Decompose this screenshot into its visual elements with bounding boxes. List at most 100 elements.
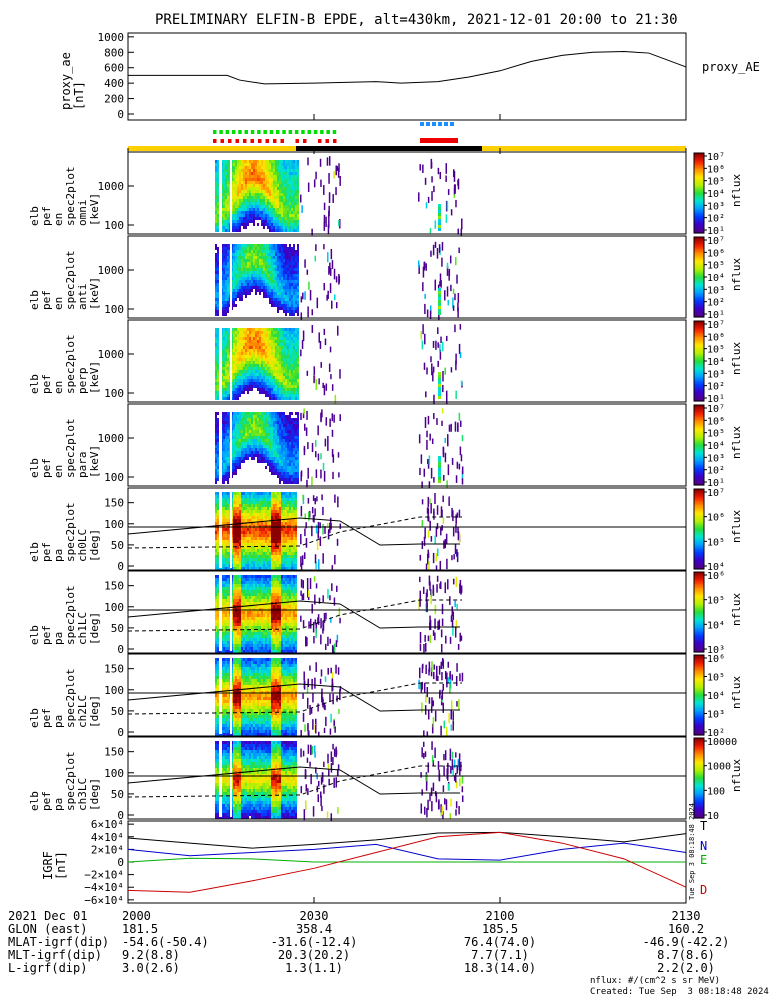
spectrogram-cell — [259, 370, 261, 373]
sparse-cell — [332, 471, 334, 480]
spectrogram-cell — [243, 448, 245, 451]
spectrogram-cell — [257, 274, 259, 277]
spectrogram-cell — [239, 564, 241, 567]
spectrogram-cell — [263, 421, 265, 424]
spectrogram-cell — [275, 277, 277, 280]
spectrogram-cell — [281, 283, 283, 286]
spectrogram-cell — [275, 160, 277, 163]
sparse-cell — [445, 390, 448, 396]
spectrogram-cell — [233, 382, 235, 385]
sparse-cell — [329, 418, 331, 427]
colorbar-cell — [694, 323, 704, 326]
spectrogram-cell — [215, 184, 217, 187]
spectrogram-cell — [293, 217, 295, 220]
spectrogram-cell — [257, 501, 259, 504]
spectrogram-cell — [281, 169, 283, 172]
spectrogram-cell — [215, 223, 217, 226]
spectrogram-cell — [263, 388, 265, 391]
spectrogram-cell — [243, 193, 245, 196]
spectrogram-cell — [273, 247, 275, 250]
spectrogram-cell — [273, 430, 275, 433]
spectrogram-cell — [438, 372, 441, 375]
spectrogram-cell — [217, 205, 219, 208]
spectrogram-cell — [245, 277, 247, 280]
spectrogram-cell — [249, 561, 251, 564]
spectrogram-cell — [283, 166, 285, 169]
sparse-cell — [316, 297, 319, 309]
spectrogram-cell — [215, 181, 217, 184]
data-gap — [219, 406, 222, 484]
spectrogram-cell — [438, 480, 441, 483]
spectrogram-cell — [263, 226, 265, 229]
spectrogram-cell — [241, 516, 243, 519]
spectrogram-cell — [227, 244, 229, 247]
spectrogram-cell — [247, 373, 249, 376]
spectrogram-cell — [215, 163, 217, 166]
spectrogram-cell — [261, 460, 263, 463]
spectrogram-cell — [257, 328, 259, 331]
spectrogram-cell — [289, 394, 291, 397]
spectrogram-cell — [215, 466, 217, 469]
spectrogram-cell — [287, 172, 289, 175]
spectrogram-cell — [281, 391, 283, 394]
colorbar-cell — [694, 217, 704, 219]
spectrogram-cell — [281, 217, 283, 220]
spectrogram-cell — [257, 537, 259, 540]
spectrogram-cell — [281, 343, 283, 346]
colorbar-cell — [694, 391, 704, 394]
spectrogram-cell — [235, 172, 237, 175]
spectrogram-cell — [239, 567, 241, 570]
spectrogram-cell — [289, 442, 291, 445]
spectrogram-cell — [255, 528, 257, 531]
spectrogram-cell — [297, 256, 299, 259]
spectrogram-cell — [239, 283, 241, 286]
spectrogram-cell — [267, 187, 269, 190]
sparse-cell — [300, 412, 302, 421]
spectrogram-cell — [237, 439, 239, 442]
spectrogram-cell — [253, 546, 255, 549]
spectrogram-cell — [215, 478, 217, 481]
colorbar-cell — [694, 163, 704, 166]
spectrogram-cell — [237, 292, 239, 295]
spectrogram-cell — [293, 265, 295, 268]
spectrogram-cell — [267, 448, 269, 451]
spectrogram-cell — [271, 172, 273, 175]
spectrogram-cell — [249, 214, 251, 217]
spectrogram-cell — [271, 457, 273, 460]
spectrogram-cell — [217, 172, 219, 175]
spectrogram-cell — [253, 163, 255, 166]
spectrogram-cell — [293, 271, 295, 274]
spectrogram-cell — [257, 427, 259, 430]
spectrogram-cell — [263, 328, 265, 331]
sparse-cell — [449, 255, 452, 264]
spectrogram-cell — [275, 382, 277, 385]
spectrogram-cell — [273, 304, 275, 307]
spectrogram-cell — [293, 364, 295, 367]
spectrogram-cell — [253, 256, 255, 259]
spectrogram-cell — [253, 427, 255, 430]
spectrogram-cell — [261, 388, 263, 391]
spectrogram-cell — [291, 187, 293, 190]
spectrogram-cell — [285, 307, 287, 310]
colorbar-cell — [694, 273, 704, 275]
spectrogram-cell — [253, 373, 255, 376]
spectrogram-cell — [235, 391, 237, 394]
spectrogram-cell — [241, 558, 243, 561]
spectrogram-cell — [287, 394, 289, 397]
spectrogram-cell — [241, 451, 243, 454]
spectrogram-cell — [215, 205, 217, 208]
spectrogram-cell — [265, 415, 267, 418]
spectrogram-cell — [281, 385, 283, 388]
spectrogram-cell — [273, 364, 275, 367]
row-ylabel-line: pef — [40, 374, 53, 394]
spectrogram-cell — [217, 412, 219, 415]
colorbar-cell — [694, 379, 704, 382]
spectrogram-cell — [287, 169, 289, 172]
spectrogram-cell — [241, 427, 243, 430]
spectrogram-cell — [247, 280, 249, 283]
ae-ytick-label: 800 — [104, 46, 124, 59]
spectrogram-cell — [239, 412, 241, 415]
spectrogram-cell — [255, 196, 257, 199]
spectrogram-cell — [227, 268, 229, 271]
spectrogram-cell — [249, 190, 251, 193]
